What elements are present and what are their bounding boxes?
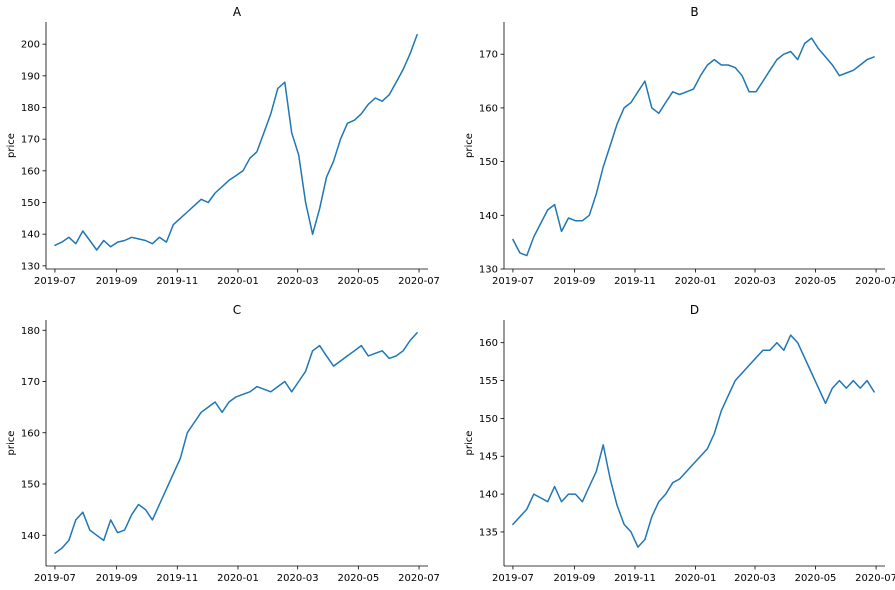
panel-b-xtick-label: 2020-07 [855, 276, 895, 287]
panel-d-title: D [690, 303, 699, 317]
panel-a-ytick-label: 190 [21, 71, 40, 82]
panel-d-ytick-label: 145 [479, 452, 498, 463]
panel-a-xtick-label: 2020-03 [277, 276, 319, 287]
panel-d-xtick-label: 2020-07 [855, 573, 895, 584]
panel-c-title: C [233, 303, 241, 317]
panel-a-xtick-label: 2019-07 [34, 276, 76, 287]
panel-b-xtick-label: 2019-09 [554, 276, 596, 287]
panel-d-ytick-label: 140 [479, 490, 498, 501]
panel-b-series-line [512, 37, 875, 257]
panel-d-xtick-label: 2019-11 [614, 573, 656, 584]
panel-c-xtick-label: 2019-11 [156, 573, 198, 584]
panel-c-ylabel: price [6, 431, 17, 456]
panel-a-ytick-label: 160 [21, 166, 40, 177]
panel-d-ytick-label: 150 [479, 414, 498, 425]
panel-a-xtick-label: 2020-07 [398, 276, 440, 287]
panel-a-ytick-label: 140 [21, 230, 40, 241]
panel-c-xtick-label: 2019-07 [34, 573, 76, 584]
panel-c-series-line [54, 332, 418, 554]
panel-b-ytick-label: 130 [479, 265, 498, 276]
panel-d-ytick-label: 155 [479, 376, 498, 387]
panel-c-ytick-label: 160 [21, 428, 40, 439]
panel-b-ytick-label: 170 [479, 50, 498, 61]
panel-d-series-line [512, 334, 875, 548]
panel-c-ytick-label: 140 [21, 531, 40, 542]
panel-d-xtick-label: 2020-05 [795, 573, 837, 584]
panel-c-xtick-label: 2020-01 [217, 573, 259, 584]
panel-a-ytick-label: 170 [21, 135, 40, 146]
panel-c-ytick-label: 170 [21, 377, 40, 388]
panel-d-xtick-label: 2020-01 [675, 573, 717, 584]
panel-c-xtick-label: 2020-07 [398, 573, 440, 584]
panel-a-xtick-label: 2019-09 [96, 276, 138, 287]
panel-a-ytick-label: 180 [21, 103, 40, 114]
panel-d-ylabel: price [464, 431, 475, 456]
panel-b-xtick-label: 2019-11 [614, 276, 656, 287]
panel-a-xtick-label: 2020-01 [217, 276, 259, 287]
panel-d-xtick-label: 2019-07 [492, 573, 534, 584]
panel-a-ytick-label: 200 [21, 40, 40, 51]
panel-a-xtick-label: 2020-05 [337, 276, 379, 287]
panel-c-ytick-label: 150 [21, 480, 40, 491]
panel-c-xtick-label: 2020-03 [277, 573, 319, 584]
panel-c-xtick-label: 2020-05 [337, 573, 379, 584]
panel-b-title: B [690, 5, 698, 19]
panel-a-xtick-label: 2019-11 [156, 276, 198, 287]
panel-b-xtick-label: 2020-05 [795, 276, 837, 287]
panel-b-ytick-label: 160 [479, 103, 498, 114]
panel-a-ytick-label: 130 [21, 261, 40, 272]
panel-b-ylabel: price [464, 133, 475, 158]
panel-d-ytick-label: 160 [479, 338, 498, 349]
panel-c-xtick-label: 2019-09 [96, 573, 138, 584]
panel-b-ytick-label: 150 [479, 157, 498, 168]
panel-b-ytick-label: 140 [479, 211, 498, 222]
panel-d-ytick-label: 135 [479, 527, 498, 538]
panel-b-xtick-label: 2020-03 [734, 276, 776, 287]
panel-b-xtick-label: 2020-01 [675, 276, 717, 287]
panel-d-xtick-label: 2020-03 [734, 573, 776, 584]
panel-d-xtick-label: 2019-09 [554, 573, 596, 584]
panel-a-ylabel: price [6, 133, 17, 158]
panel-a-series-line [54, 33, 418, 251]
panel-c-ytick-label: 180 [21, 326, 40, 337]
panel-a-title: A [233, 5, 242, 19]
panel-b-xtick-label: 2019-07 [492, 276, 534, 287]
panel-a-ytick-label: 150 [21, 198, 40, 209]
